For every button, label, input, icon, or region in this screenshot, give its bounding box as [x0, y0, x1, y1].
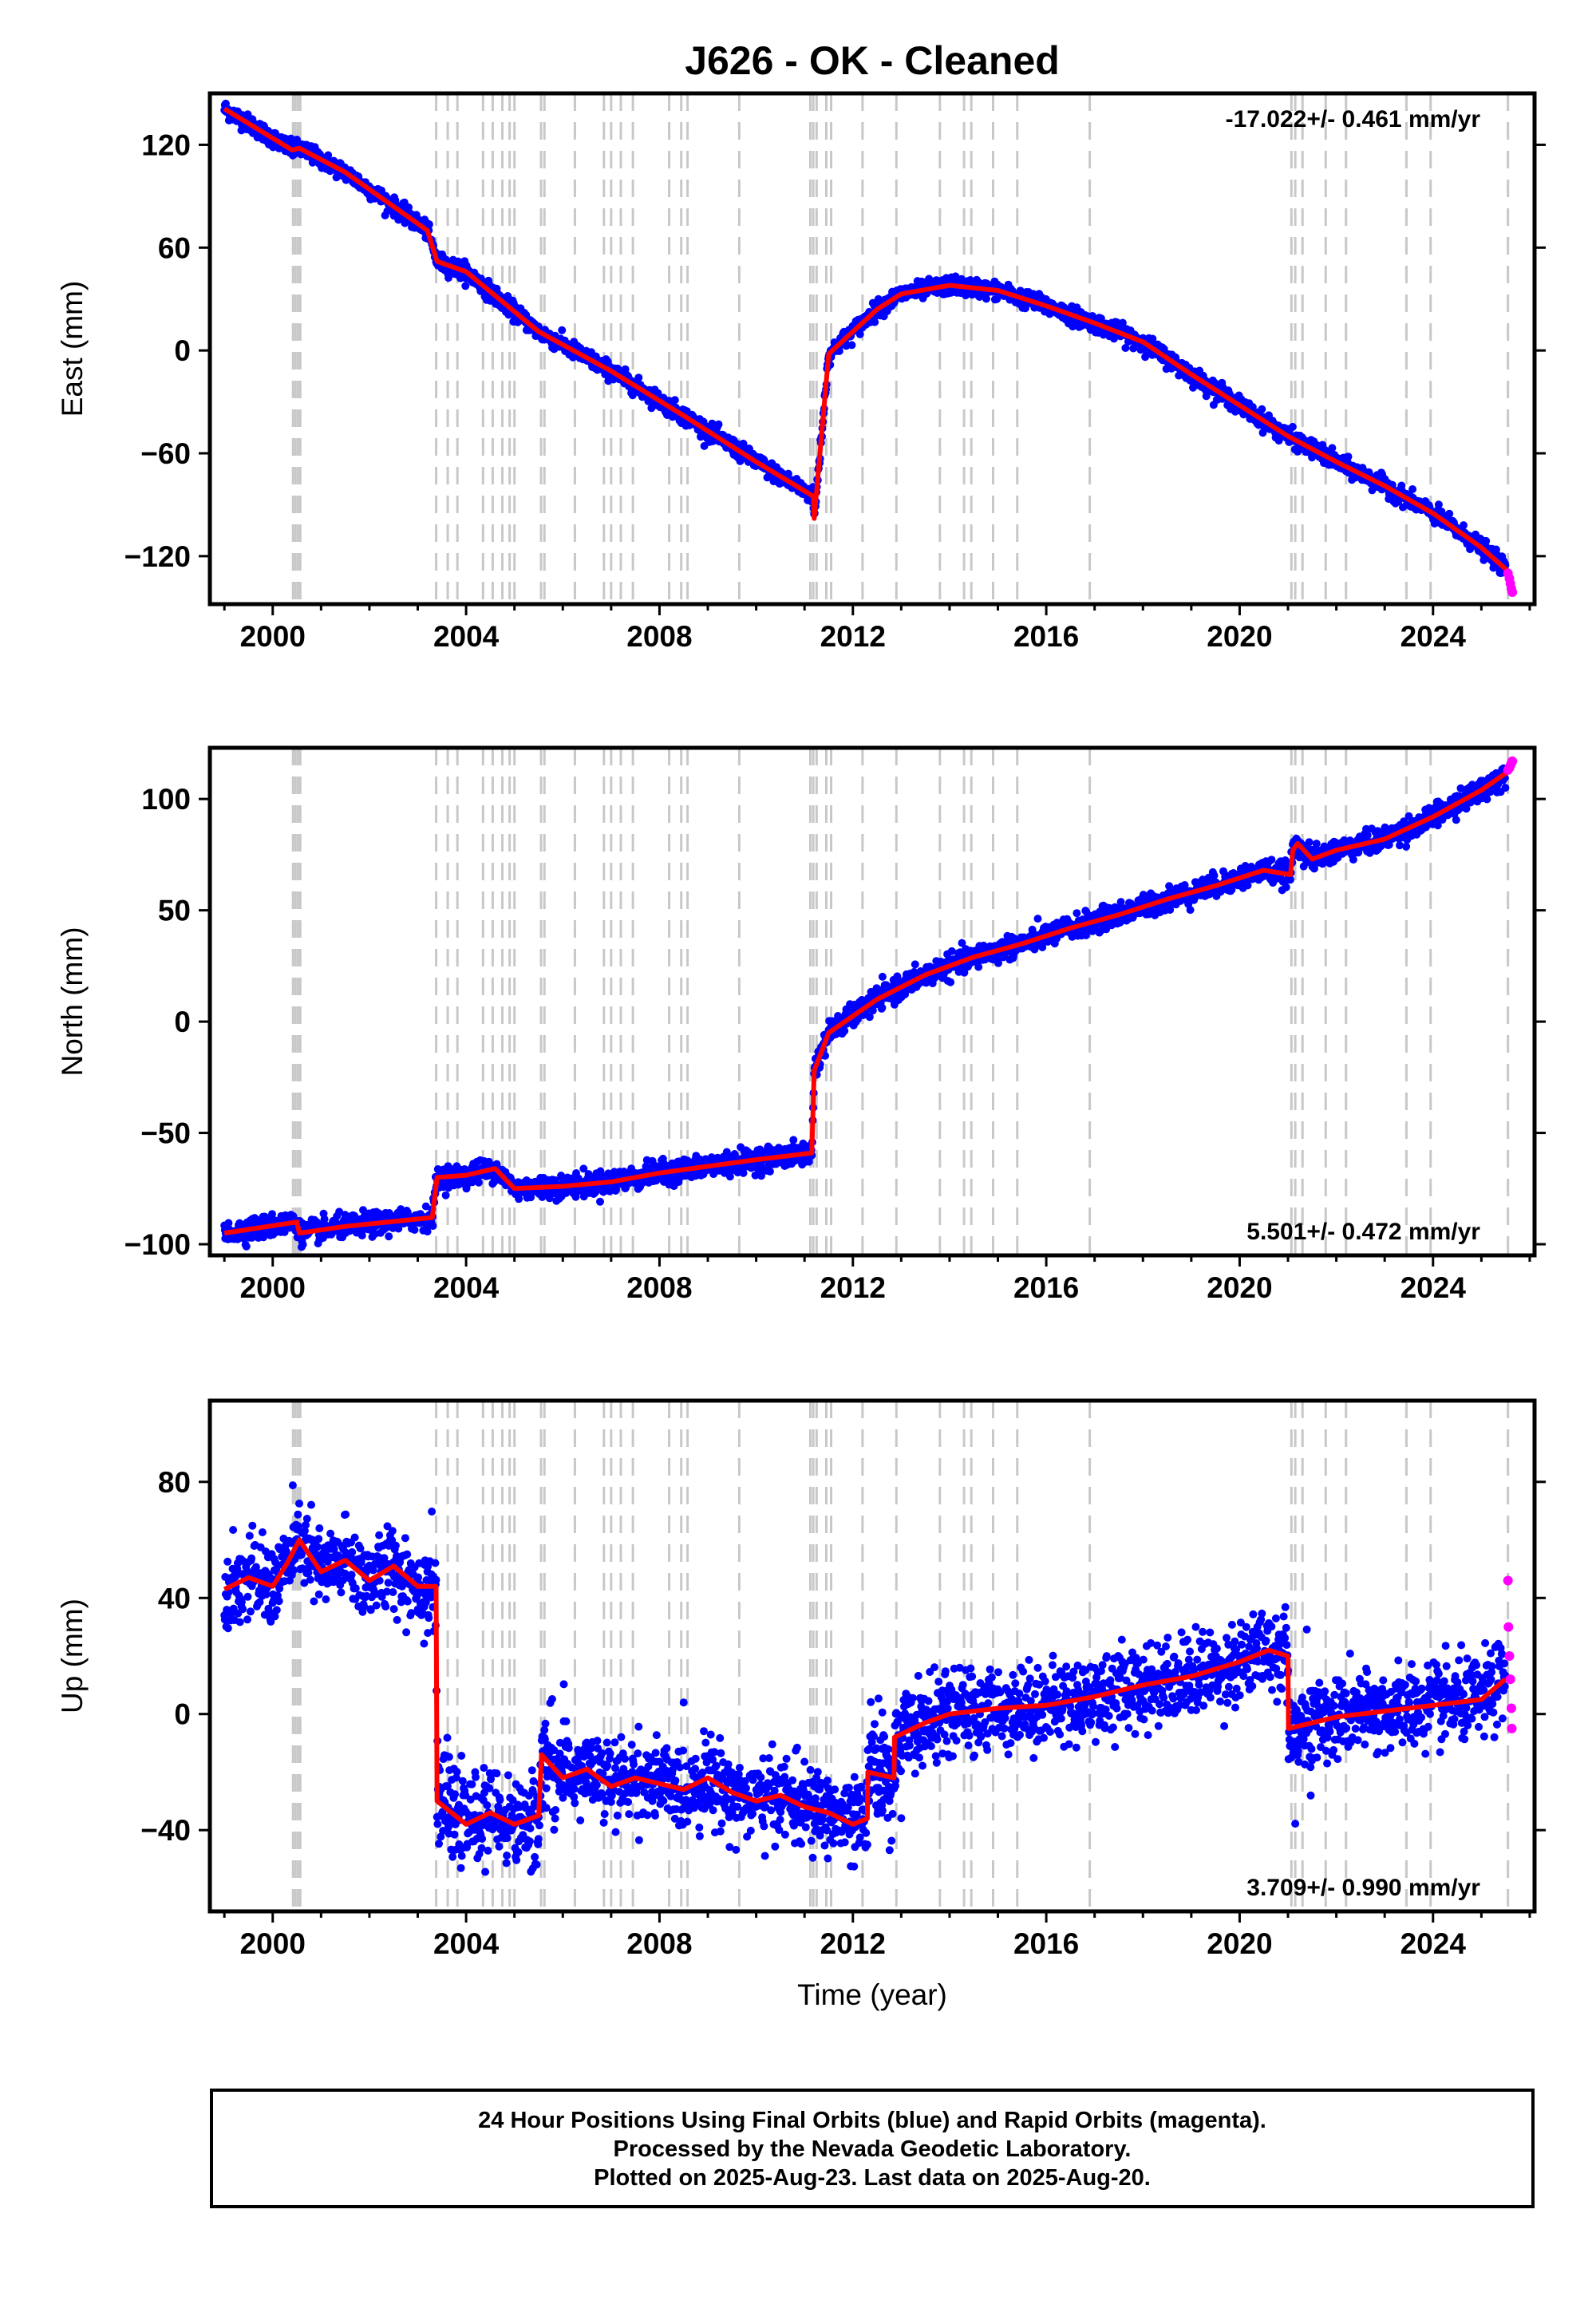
final-orbit-points	[220, 99, 1510, 578]
final-point	[335, 1207, 344, 1216]
final-point	[596, 1167, 605, 1176]
panel-east: 2000 2004 2008 2012 2016 2020 2024 −120 −60 0 60 12…	[56, 91, 1546, 653]
final-point	[871, 318, 879, 326]
final-point	[441, 1191, 450, 1199]
final-point	[1408, 485, 1417, 493]
y-axis: −120 −60 0 60 120	[124, 128, 1546, 573]
final-point	[911, 960, 919, 969]
final-point	[878, 1003, 887, 1012]
y-tick-label: −120	[124, 540, 191, 573]
final-point	[1121, 344, 1130, 352]
final-point	[475, 1178, 483, 1187]
final-point	[286, 134, 295, 143]
final-point	[765, 1167, 774, 1176]
final-point	[410, 1226, 419, 1234]
final-point	[1328, 444, 1337, 453]
final-point	[1148, 334, 1157, 343]
final-point	[579, 1164, 588, 1173]
final-point	[1073, 909, 1081, 918]
final-point	[789, 1136, 798, 1144]
final-point	[1445, 509, 1454, 518]
final-point	[994, 958, 1002, 967]
final-point	[1116, 898, 1125, 907]
final-point	[429, 1222, 437, 1231]
plot-area	[220, 93, 1518, 604]
final-point	[868, 1006, 877, 1015]
plot-frame	[207, 91, 1537, 607]
final-point	[751, 1171, 760, 1180]
final-point	[1482, 536, 1491, 545]
final-point	[1460, 521, 1468, 530]
final-point	[596, 1197, 604, 1206]
final-point	[421, 1202, 430, 1211]
final-point	[714, 420, 723, 429]
final-point	[320, 1215, 329, 1223]
x-tick-label: 2008	[626, 620, 692, 653]
final-point	[960, 968, 969, 977]
final-point	[425, 220, 433, 229]
model-line	[223, 106, 1512, 575]
x-tick-label: 2012	[820, 620, 886, 653]
panels: 2000 2004 2008 2012 2016 2020 2024 −120 −60 0 60 12…	[56, 91, 1546, 2011]
final-point	[670, 396, 679, 405]
final-point	[1288, 422, 1297, 431]
final-point	[947, 947, 956, 955]
final-point	[757, 1172, 765, 1180]
final-point	[545, 1194, 554, 1203]
final-point	[1344, 453, 1353, 461]
final-point	[739, 1168, 748, 1177]
x-axis: 2000 2004 2008 2012 2016 2020 2024	[223, 604, 1531, 653]
velocity-label: -17.022+/- 0.461 mm/yr	[1226, 106, 1481, 132]
y-tick-label: 0	[174, 334, 191, 367]
final-point	[1434, 500, 1443, 509]
y-tick-label: 60	[158, 231, 191, 264]
final-point	[634, 373, 643, 382]
chart-title: J626 - OK - Cleaned	[685, 38, 1060, 83]
panel-north: 2000 2004 2008 2012 2016 2020 2024−100−5005010…	[56, 745, 1546, 1304]
final-point	[847, 341, 856, 350]
final-point	[515, 1195, 523, 1203]
x-tick-label: 2004	[433, 620, 500, 653]
final-point	[946, 978, 955, 986]
final-point	[654, 389, 662, 397]
y-tick-label: −60	[140, 437, 191, 470]
final-point	[725, 1172, 734, 1181]
final-point	[855, 330, 864, 338]
final-point	[444, 274, 452, 283]
final-point	[1258, 405, 1266, 413]
y-tick-label: 120	[141, 128, 191, 161]
rapid-point	[1507, 587, 1518, 597]
final-point	[878, 972, 887, 981]
final-point	[224, 1219, 233, 1227]
final-point	[974, 962, 983, 971]
final-point	[324, 151, 333, 160]
final-point	[461, 282, 470, 290]
final-point	[558, 326, 567, 334]
final-point	[385, 1232, 393, 1241]
x-tick-label: 2000	[240, 620, 306, 653]
x-tick-label: 2020	[1207, 620, 1272, 653]
x-tick-label: 2016	[1013, 620, 1079, 653]
final-point	[865, 1013, 874, 1022]
final-point	[628, 391, 637, 400]
final-point	[242, 1242, 251, 1251]
final-point	[1033, 915, 1042, 923]
final-point	[394, 1224, 403, 1233]
final-point	[298, 1240, 307, 1249]
final-point	[784, 469, 792, 478]
final-point	[840, 1026, 849, 1035]
plot-area	[220, 748, 1518, 1255]
x-tick-label: 2024	[1400, 620, 1467, 653]
final-point	[958, 939, 966, 947]
rapid-orbit-points	[1503, 568, 1518, 597]
y-axis-label: East (mm)	[56, 281, 89, 417]
final-point	[982, 294, 990, 303]
final-point	[1118, 318, 1127, 327]
